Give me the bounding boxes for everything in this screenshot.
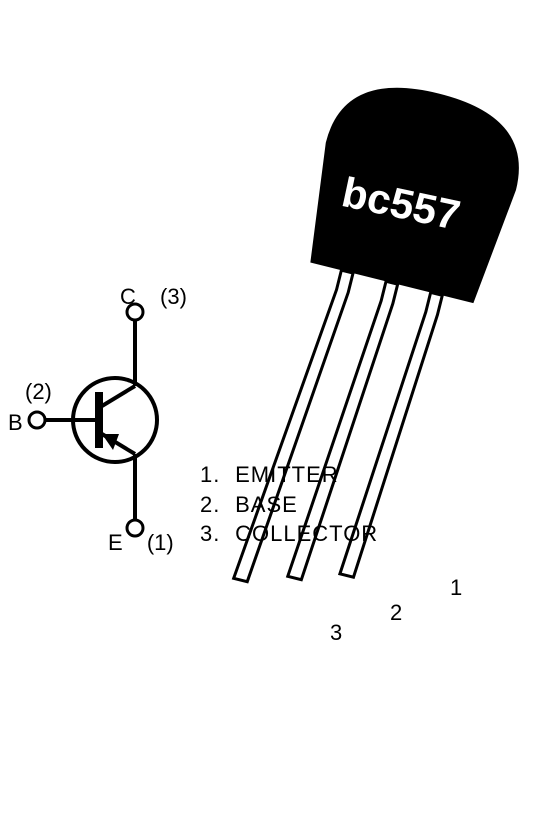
package-leads <box>234 263 443 611</box>
collector-diag <box>102 386 135 406</box>
legend-name-1: EMITTER <box>235 462 339 487</box>
letter-e: E <box>108 530 123 555</box>
pin-e: (1) <box>147 530 174 555</box>
schematic-symbol <box>29 304 157 536</box>
legend-name-3: COLLECTOR <box>235 521 378 546</box>
letter-c: C <box>120 284 136 309</box>
label-emitter: E (1) <box>108 530 174 556</box>
package-drawing: bc557 3 2 1 <box>0 0 555 832</box>
label-base-pin: (2) <box>25 379 52 405</box>
legend-num-2: 2. <box>200 490 228 520</box>
pin-num-2: 2 <box>390 600 402 625</box>
legend-num-3: 3. <box>200 519 228 549</box>
pin-num-3: 3 <box>330 620 342 645</box>
pin-c: (3) <box>160 284 187 309</box>
base-terminal <box>29 412 45 428</box>
legend-row-3: 3. COLLECTOR <box>200 519 378 549</box>
legend-num-1: 1. <box>200 460 228 490</box>
pin-num-1: 1 <box>450 575 462 600</box>
legend-name-2: BASE <box>235 492 298 517</box>
legend-row-1: 1. EMITTER <box>200 460 378 490</box>
pin-legend: 1. EMITTER 2. BASE 3. COLLECTOR <box>200 460 378 549</box>
diagram-page: bc557 3 2 1 <box>0 0 555 832</box>
legend-row-2: 2. BASE <box>200 490 378 520</box>
label-collector: C (3) <box>120 284 187 310</box>
label-base-letter: B <box>8 410 23 436</box>
